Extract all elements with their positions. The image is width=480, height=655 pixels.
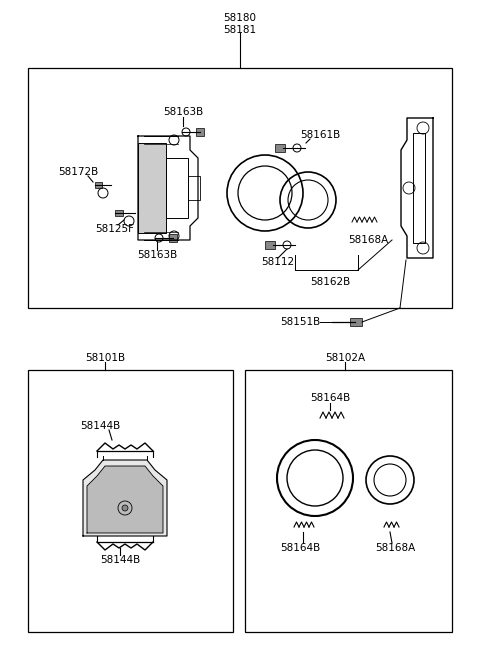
Text: 58151B: 58151B bbox=[280, 317, 320, 327]
Bar bbox=[28, 370, 233, 632]
Text: 58112: 58112 bbox=[262, 257, 295, 267]
Polygon shape bbox=[83, 460, 167, 536]
Text: 58125F: 58125F bbox=[96, 224, 134, 234]
Text: 58163B: 58163B bbox=[163, 107, 203, 117]
Bar bbox=[196, 128, 204, 136]
Bar bbox=[138, 143, 166, 233]
Bar bbox=[275, 144, 285, 152]
Bar bbox=[95, 182, 102, 188]
Polygon shape bbox=[87, 466, 163, 533]
Text: 58164B: 58164B bbox=[310, 393, 350, 403]
Text: 58181: 58181 bbox=[223, 25, 257, 35]
Text: 58102A: 58102A bbox=[325, 353, 365, 363]
Text: 58168A: 58168A bbox=[348, 235, 388, 245]
Bar bbox=[166, 158, 188, 218]
Bar bbox=[265, 241, 275, 249]
Bar bbox=[169, 234, 177, 242]
Text: 58168A: 58168A bbox=[375, 543, 415, 553]
Bar bbox=[245, 370, 452, 632]
Bar bbox=[350, 318, 362, 326]
Text: 58162B: 58162B bbox=[310, 277, 350, 287]
Circle shape bbox=[122, 505, 128, 511]
Text: 58172B: 58172B bbox=[58, 167, 98, 177]
Text: 58180: 58180 bbox=[224, 13, 256, 23]
Text: 58144B: 58144B bbox=[80, 421, 120, 431]
Text: 58163B: 58163B bbox=[137, 250, 177, 260]
Text: 58161B: 58161B bbox=[300, 130, 340, 140]
Bar bbox=[115, 210, 123, 216]
Text: 58101B: 58101B bbox=[85, 353, 125, 363]
Text: 58164B: 58164B bbox=[280, 543, 320, 553]
Text: 58144B: 58144B bbox=[100, 555, 140, 565]
Bar bbox=[188, 176, 200, 200]
Bar bbox=[28, 68, 452, 308]
